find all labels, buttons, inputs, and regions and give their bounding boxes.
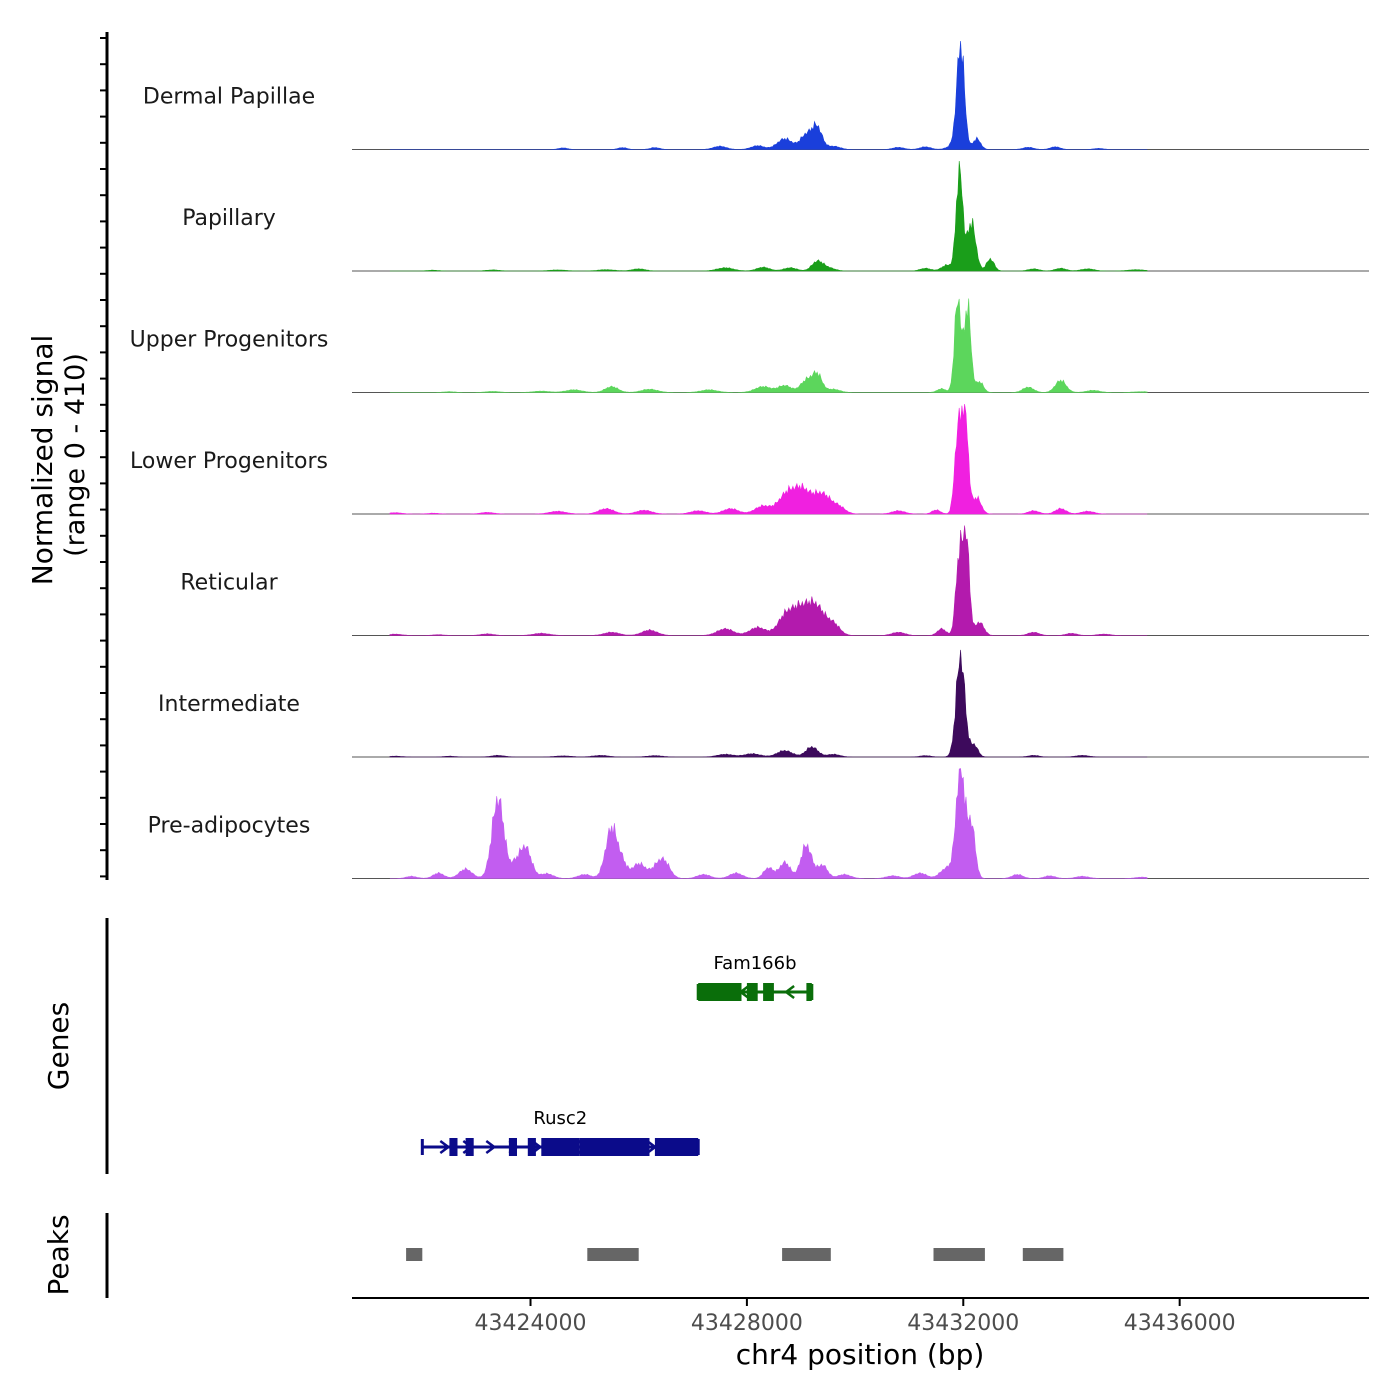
track-label: Papillary	[182, 206, 276, 231]
peak-interval	[933, 1248, 985, 1261]
peaks-track: Peaks	[42, 1213, 1064, 1298]
peak-interval	[406, 1248, 423, 1261]
peak-interval	[587, 1248, 639, 1261]
x-axis: chr4 position (bp) 43424000 43428000 43432…	[352, 1297, 1369, 1371]
exon	[763, 983, 774, 1001]
x-axis-title: chr4 position (bp)	[736, 1338, 985, 1371]
peaks-label: Peaks	[42, 1214, 75, 1295]
track-papillary: Papillary	[182, 160, 1369, 272]
peak-interval	[782, 1248, 831, 1261]
track-label: Reticular	[180, 571, 278, 596]
coverage-area	[389, 768, 1148, 879]
gene-label: Rusc2	[533, 1108, 587, 1129]
coverage-area	[389, 160, 1148, 272]
x-tick-label: 43436000	[1124, 1311, 1236, 1336]
track-label: Lower Progenitors	[130, 449, 328, 474]
coverage-area	[389, 40, 1148, 150]
exon	[449, 1138, 458, 1156]
exon	[465, 1138, 474, 1156]
track-intermediate: Intermediate	[158, 649, 1369, 758]
track-label: Intermediate	[158, 692, 300, 717]
coverage-area	[389, 649, 1148, 758]
signal-y-axis	[100, 32, 109, 880]
x-tick-label: 43432000	[907, 1311, 1019, 1336]
track-dermal-papillae: Dermal Papillae	[143, 40, 1369, 150]
exon	[698, 983, 742, 1001]
signal-tracks: Dermal Papillae Papillary Upper Progenitor…	[130, 40, 1369, 879]
exon	[746, 983, 758, 1001]
strand-arrow	[439, 1140, 451, 1154]
exon	[527, 1138, 536, 1156]
genes-track: Genes Fam166b Rusc2	[42, 918, 814, 1174]
y-axis-titles: Normalized signal (range 0 - 410)	[26, 335, 91, 586]
exon	[622, 1138, 650, 1156]
strand-arrow	[784, 985, 795, 999]
gene-rusc2: Rusc2	[420, 1108, 700, 1156]
genes-label: Genes	[42, 1002, 75, 1090]
x-tick-label: 43428000	[691, 1311, 803, 1336]
gene-fam166b: Fam166b	[696, 953, 814, 1001]
exon	[541, 1138, 580, 1156]
track-lower-progenitors: Lower Progenitors	[130, 403, 1369, 515]
peak-interval	[1022, 1248, 1064, 1261]
exon	[579, 1138, 623, 1156]
x-tick-label: 43424000	[475, 1311, 587, 1336]
exon	[806, 983, 812, 1001]
y-axis-subtitle: (range 0 - 410)	[60, 353, 91, 557]
track-label: Dermal Papillae	[143, 85, 315, 110]
track-label: Pre-adipocytes	[148, 814, 311, 839]
coverage-area	[389, 403, 1148, 515]
track-upper-progenitors: Upper Progenitors	[130, 298, 1369, 393]
exon	[654, 1138, 699, 1156]
coverage-area	[389, 298, 1148, 393]
coverage-area	[389, 525, 1148, 636]
y-axis-title: Normalized signal	[26, 335, 59, 586]
exon	[508, 1138, 517, 1156]
track-reticular: Reticular	[180, 525, 1369, 636]
strand-arrow	[485, 1140, 497, 1154]
track-pre-adipocytes: Pre-adipocytes	[148, 768, 1369, 879]
track-label: Upper Progenitors	[130, 328, 329, 353]
gene-label: Fam166b	[713, 953, 796, 974]
